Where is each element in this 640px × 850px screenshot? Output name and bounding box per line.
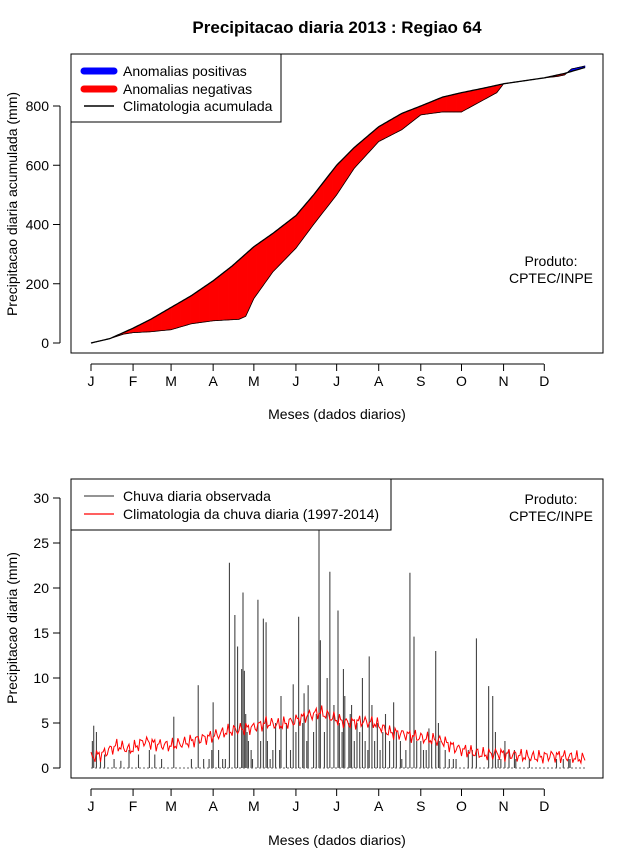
top-x-axis-label: Meses (dados diarios) [268, 406, 406, 422]
top-x-tick-label: A [208, 373, 218, 389]
top-x-tick-label: D [539, 373, 549, 389]
top-x-tick-label: N [499, 373, 509, 389]
top-y-ticks: 0 200 400 600 800 [26, 98, 60, 351]
top-x-tick-label: S [416, 373, 425, 389]
top-x-tick-label: J [333, 373, 340, 389]
top-x-tick-label: A [374, 373, 384, 389]
top-x-tick-label: J [292, 373, 299, 389]
climatology-daily-line [90, 705, 586, 765]
bottom-x-tick-label: F [129, 798, 138, 814]
top-plot-frame [70, 53, 604, 354]
top-x-tick-label: J [88, 373, 95, 389]
bottom-x-tick-label: M [248, 798, 260, 814]
climatology-accumulated-line [90, 66, 586, 344]
bottom-x-tick-label: D [539, 798, 549, 814]
top-annotation-line2: CPTEC/INPE [509, 270, 593, 286]
bottom-legend-box [70, 478, 392, 531]
bottom-x-tick-label: O [456, 798, 467, 814]
bottom-x-tick-label: M [165, 798, 177, 814]
legend-label-observed: Chuva diaria observada [123, 488, 271, 504]
bottom-x-tick-label: J [88, 798, 95, 814]
bottom-x-tick-label: A [208, 798, 218, 814]
top-y-axis-label: Precipitacao diaria acumulada (mm) [4, 92, 20, 316]
top-legend: Anomalias positivas Anomalias negativas … [70, 53, 282, 123]
top-x-tick-label: F [129, 373, 138, 389]
top-x-tick-label: M [165, 373, 177, 389]
legend-label-negative: Anomalias negativas [123, 81, 252, 97]
bottom-y-ticks: 0 5 10 15 20 25 30 [33, 490, 60, 776]
daily-panel: J F M A M J J A S O N D 0 5 10 15 20 25 30 Meses (dados d… [4, 478, 604, 848]
bottom-y-tick-label: 15 [33, 625, 49, 641]
observed-daily-bars [91, 530, 571, 768]
bottom-x-tick-label: J [292, 798, 299, 814]
bottom-y-tick-label: 0 [41, 760, 49, 776]
chart-title: Precipitacao diaria 2013 : Regiao 64 [192, 18, 482, 37]
legend-label-climatology: Climatologia acumulada [123, 98, 273, 114]
legend-label-positive: Anomalias positivas [123, 63, 247, 79]
top-y-tick-label: 0 [41, 335, 49, 351]
top-y-tick-label: 800 [26, 98, 50, 114]
top-y-tick-label: 200 [26, 276, 50, 292]
bottom-x-tick-label: J [333, 798, 340, 814]
bottom-y-tick-label: 25 [33, 535, 49, 551]
legend-label-climatology-daily: Climatologia da chuva diaria (1997-2014) [123, 506, 379, 522]
bottom-annotation-line1: Produto: [525, 491, 578, 507]
bottom-y-tick-label: 20 [33, 580, 49, 596]
bottom-y-axis-label: Precipitacao diaria (mm) [4, 552, 20, 704]
bottom-legend: Chuva diaria observada Climatologia da c… [70, 478, 392, 531]
top-x-tick-label: O [456, 373, 467, 389]
observed-accumulated-outline [90, 65, 586, 344]
bottom-annotation-line2: CPTEC/INPE [509, 508, 593, 524]
top-annotation-line1: Produto: [525, 253, 578, 269]
bottom-y-tick-label: 5 [41, 715, 49, 731]
bottom-x-axis-label: Meses (dados diarios) [268, 832, 406, 848]
accumulated-panel: J F M A M J J A S O N D 0 200 400 600 800 Meses (dados … [4, 53, 604, 422]
bottom-x-tick-label: N [499, 798, 509, 814]
bottom-x-tick-label: S [416, 798, 425, 814]
bottom-x-tick-label: A [374, 798, 384, 814]
top-y-tick-label: 400 [26, 217, 50, 233]
bottom-y-tick-label: 30 [33, 490, 49, 506]
top-y-tick-label: 600 [26, 157, 50, 173]
top-x-tick-label: M [248, 373, 260, 389]
bottom-y-tick-label: 10 [33, 670, 49, 686]
